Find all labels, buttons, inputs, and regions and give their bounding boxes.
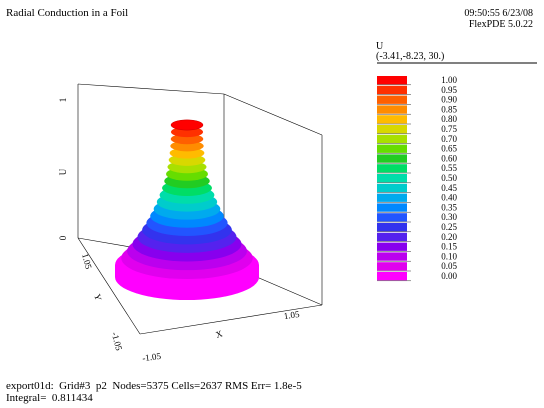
box-edge bbox=[223, 93, 323, 136]
legend-swatch bbox=[377, 232, 407, 242]
legend-level-label: 0.85 bbox=[441, 104, 457, 114]
legend-swatch bbox=[377, 272, 407, 281]
legend-level-label: 0.30 bbox=[441, 212, 457, 222]
legend-level-label: 0.35 bbox=[441, 202, 457, 212]
x-axis-label: X bbox=[214, 328, 224, 340]
z-axis-label: U bbox=[58, 168, 68, 175]
footer-stats: export01d: Grid#3 p2 Nodes=5375 Cells=26… bbox=[6, 380, 302, 392]
legend-level-label: 0.80 bbox=[441, 114, 457, 124]
legend-level-label: 0.40 bbox=[441, 193, 457, 203]
legend-level-label: 0.60 bbox=[441, 153, 457, 163]
legend-swatch bbox=[377, 76, 407, 85]
legend-swatch bbox=[377, 164, 407, 173]
box-edge bbox=[77, 83, 225, 95]
legend-swatch bbox=[377, 115, 407, 124]
legend-swatch bbox=[377, 183, 407, 193]
legend-swatch bbox=[377, 193, 407, 202]
legend-swatch bbox=[377, 105, 407, 114]
y-tick-label: 1.05 bbox=[80, 252, 94, 270]
legend-level-label: 0.05 bbox=[441, 261, 457, 271]
surface-bands bbox=[115, 119, 259, 301]
legend-level-label: 0.75 bbox=[441, 124, 457, 134]
legend-swatch bbox=[377, 95, 407, 104]
legend-swatch bbox=[377, 85, 407, 95]
z-tick-label: 1 bbox=[58, 98, 68, 103]
box-edge bbox=[139, 304, 323, 335]
legend-swatch bbox=[377, 242, 407, 251]
legend-swatch bbox=[377, 134, 407, 144]
legend-swatch bbox=[377, 223, 407, 232]
x-tick-label: 1.05 bbox=[283, 309, 300, 321]
legend-level-label: 0.55 bbox=[441, 163, 457, 173]
legend-level-label: 0.20 bbox=[441, 232, 457, 242]
bounding-box-front bbox=[77, 135, 323, 335]
legend-swatch bbox=[377, 125, 407, 134]
plot-title: Radial Conduction in a Foil bbox=[6, 7, 129, 19]
footer-integral: Integral= 0.811434 bbox=[6, 392, 93, 404]
legend-variable-name: U bbox=[376, 41, 384, 52]
legend-level-label: 1.00 bbox=[441, 75, 457, 85]
legend-swatch bbox=[377, 144, 407, 153]
legend-level-label: 0.90 bbox=[441, 95, 457, 105]
axis-labels: U 1 0 1.05 Y -1.05 -1.05 X 1.05 bbox=[58, 98, 301, 364]
legend-level-label: 0.10 bbox=[441, 251, 457, 261]
legend-level-label: 0.25 bbox=[441, 222, 457, 232]
box-edge bbox=[77, 237, 141, 335]
legend-level-label: 0.70 bbox=[441, 134, 457, 144]
legend-level-label: 0.15 bbox=[441, 242, 457, 252]
legend-swatch bbox=[377, 154, 407, 163]
legend-swatch bbox=[377, 262, 407, 271]
y-tick-label: -1.05 bbox=[110, 331, 125, 352]
timestamp: 09:50:55 6/23/08 bbox=[464, 8, 533, 19]
legend-swatch bbox=[377, 174, 407, 183]
legend-level-label: 0.45 bbox=[441, 183, 457, 193]
legend-viewpoint: (-3.41,-8.23, 30.) bbox=[376, 51, 445, 62]
legend-swatch bbox=[377, 203, 407, 212]
color-legend: 1.000.950.900.850.800.750.700.650.600.55… bbox=[377, 75, 458, 281]
version-label: FlexPDE 5.0.22 bbox=[468, 19, 533, 30]
legend-level-label: 0.95 bbox=[441, 85, 457, 95]
x-tick-label: -1.05 bbox=[142, 351, 162, 364]
legend-level-label: 0.00 bbox=[441, 271, 457, 281]
legend-swatch bbox=[377, 213, 407, 222]
surface-top-cap bbox=[170, 119, 204, 131]
legend-level-label: 0.50 bbox=[441, 173, 457, 183]
z-tick-label: 0 bbox=[58, 235, 68, 240]
legend-level-label: 0.65 bbox=[441, 144, 457, 154]
y-axis-label: Y bbox=[92, 293, 103, 302]
legend-swatch bbox=[377, 252, 407, 261]
